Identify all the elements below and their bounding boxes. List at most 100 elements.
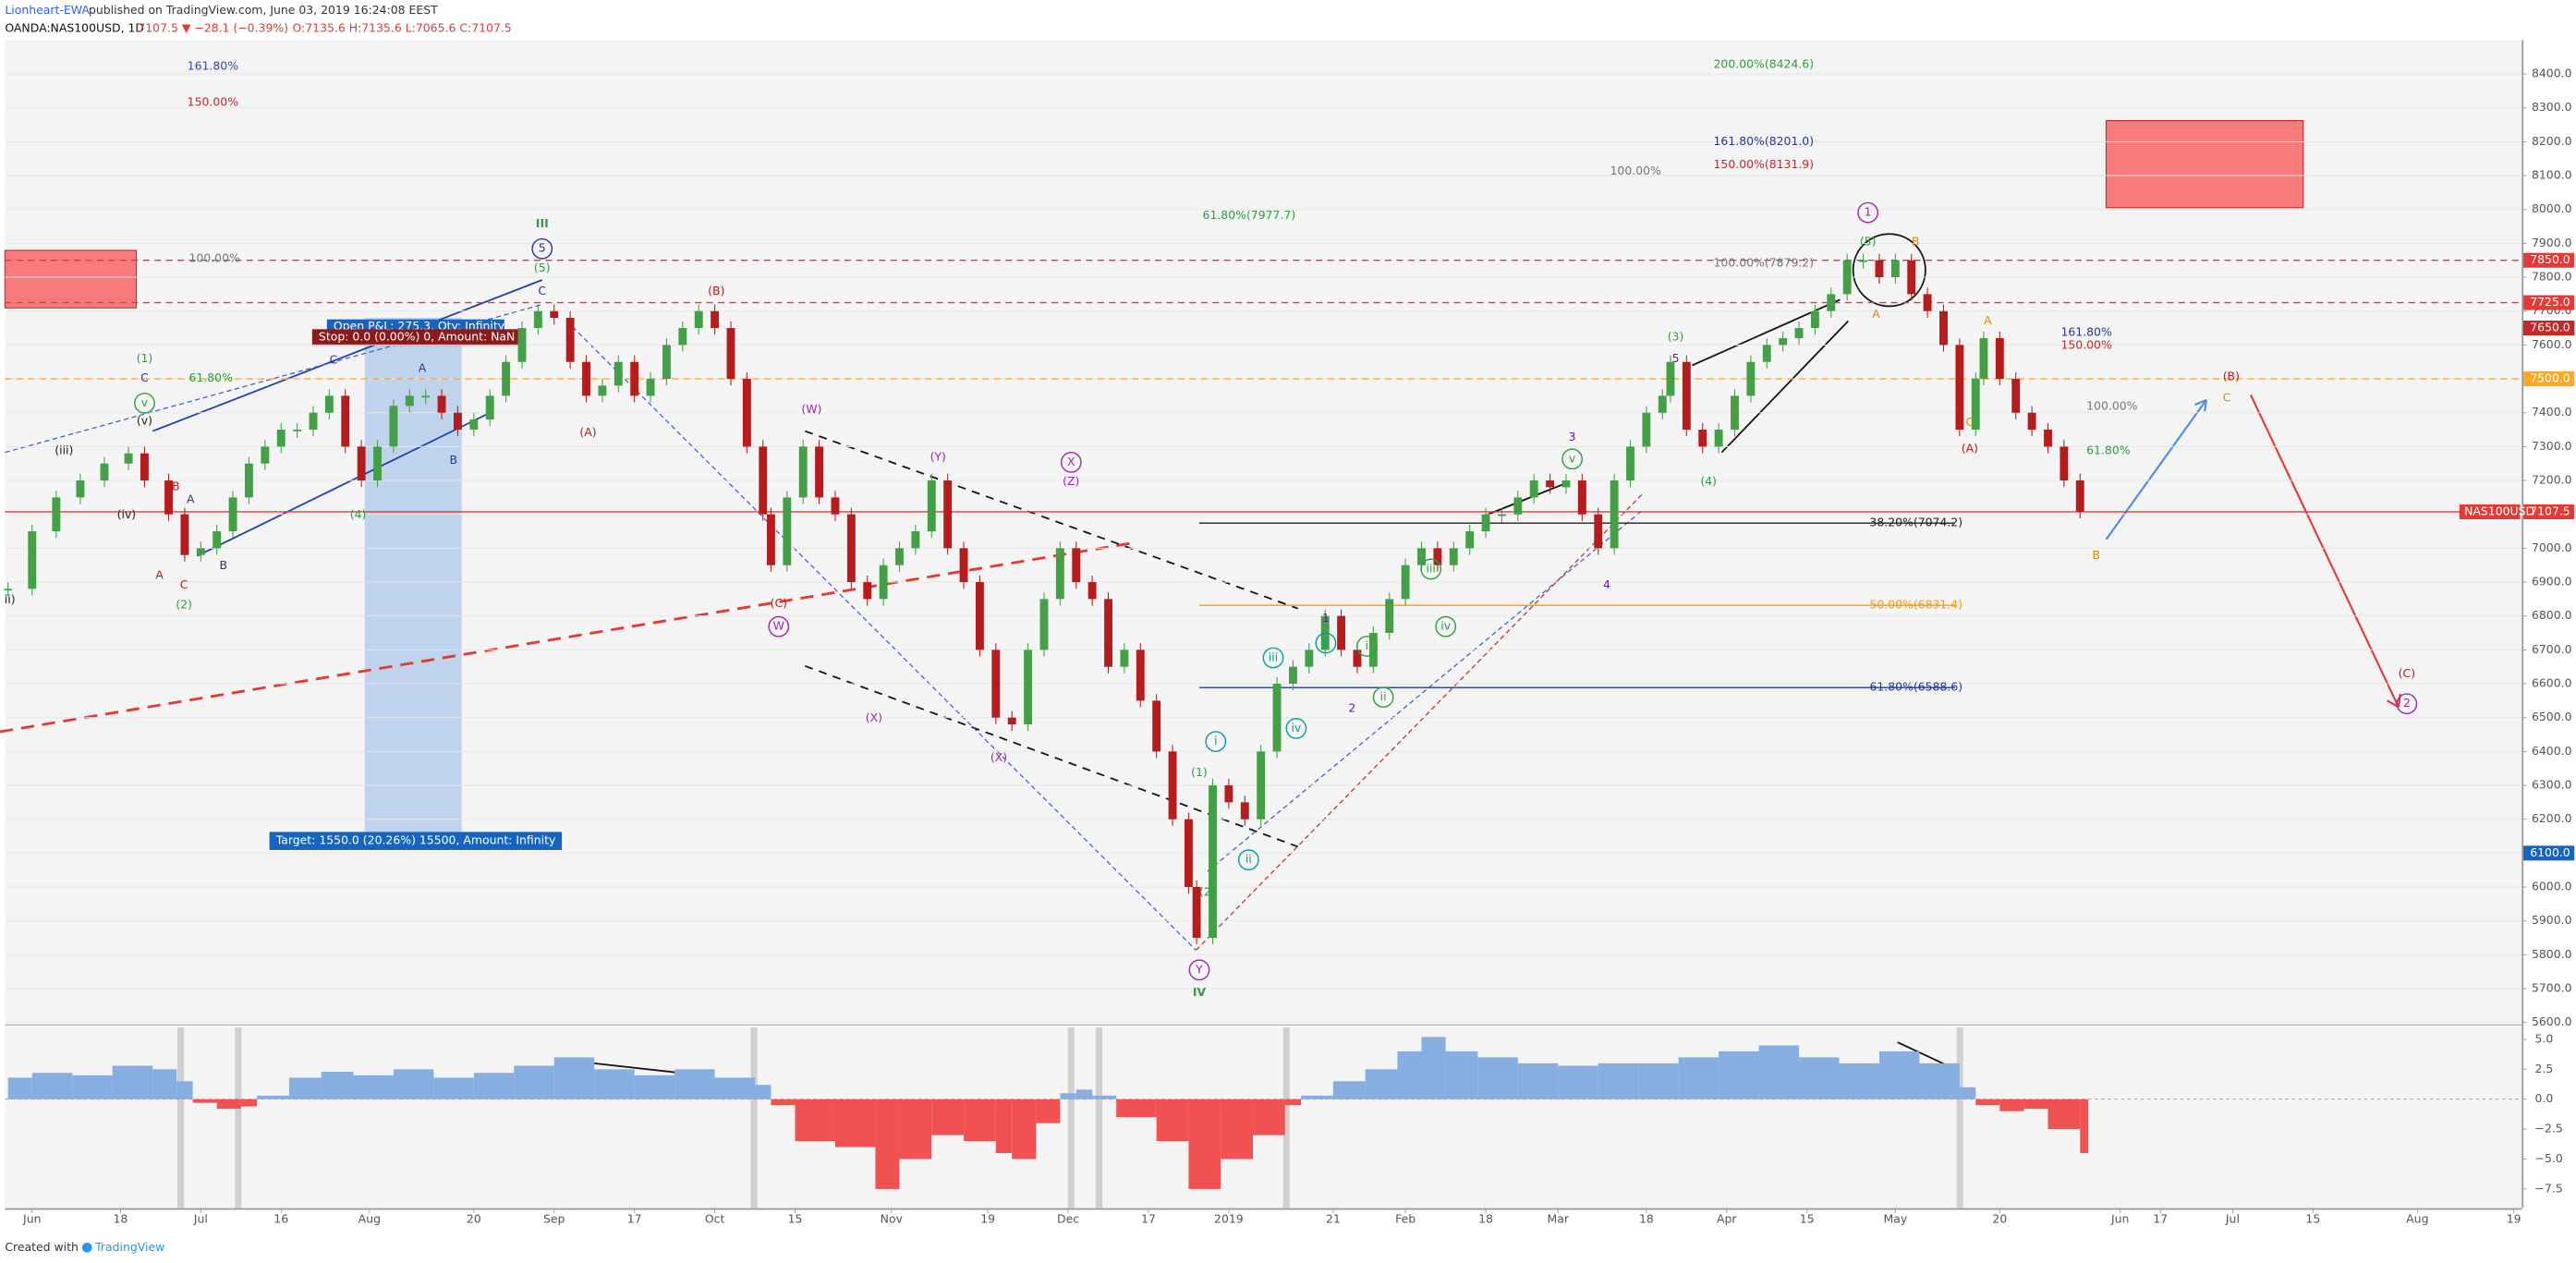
candle — [485, 395, 494, 420]
oscillator-bar — [995, 1099, 1013, 1154]
fib-annotation: 100.00% — [2086, 398, 2138, 412]
candle — [2060, 446, 2069, 481]
candle — [1859, 260, 1868, 262]
candle — [1971, 379, 1980, 431]
candle — [1939, 310, 1948, 346]
wave-label: v — [1322, 635, 1329, 649]
candle — [1433, 548, 1442, 565]
candle — [1401, 565, 1410, 600]
y-tick-label: 7400.0 — [2532, 405, 2572, 419]
x-tick-label: 15 — [1800, 1212, 1815, 1226]
candle — [100, 463, 109, 481]
candle — [646, 379, 655, 396]
zone-box — [2105, 119, 2304, 209]
candle — [1288, 666, 1297, 685]
candle — [1353, 650, 1362, 667]
y-tick-label: 6900.0 — [2532, 575, 2572, 589]
candle — [1240, 802, 1249, 820]
candle — [1497, 514, 1506, 516]
candle — [261, 446, 270, 464]
wave-label: Y — [1195, 962, 1203, 976]
candle — [630, 361, 639, 396]
oscillator-bar — [1092, 1095, 1117, 1099]
stop-label-bg — [311, 329, 519, 346]
y-tick-label: 7300.0 — [2532, 439, 2572, 453]
oscillator-bar — [1397, 1050, 1422, 1099]
oscillator-bar — [72, 1075, 113, 1099]
oscillator-bar — [594, 1069, 635, 1099]
x-tick-label: 16 — [273, 1212, 288, 1226]
y-tick-label: 6300.0 — [2532, 778, 2572, 792]
wave-label: (3) — [1668, 330, 1684, 344]
wave-label: (A) — [579, 425, 596, 439]
wave-label: A — [187, 492, 195, 506]
arrow-head — [2194, 398, 2207, 412]
x-tick-label: 15 — [788, 1212, 803, 1226]
x-tick-label: 21 — [1326, 1212, 1341, 1226]
x-tick-label: Jul — [193, 1212, 208, 1226]
wave-label: (B) — [708, 284, 724, 298]
candle — [1762, 345, 1771, 362]
wave-label: (C) — [771, 596, 787, 610]
trend-line — [1486, 480, 1570, 516]
candle — [1610, 480, 1619, 549]
wave-label: iv — [1440, 619, 1451, 633]
oscillator-bar — [216, 1099, 241, 1110]
candle — [694, 310, 703, 329]
candle — [1577, 480, 1586, 515]
candles — [4, 253, 2084, 945]
candle — [1642, 412, 1651, 447]
fib-annotation: 61.80% — [2086, 443, 2131, 456]
candle — [863, 582, 872, 600]
fib-annotation: 161.80% — [188, 58, 239, 72]
wave-label: A — [419, 361, 427, 375]
candle — [1714, 430, 1723, 447]
wave-label: C — [180, 577, 188, 591]
session-mark — [1095, 1027, 1103, 1208]
oscillator-bar — [1517, 1063, 1559, 1099]
footer-brand: TradingView — [94, 1240, 164, 1254]
candle — [1995, 338, 2004, 380]
price-marker-bg — [2523, 371, 2575, 387]
candle — [1209, 785, 1217, 939]
candle — [196, 548, 205, 555]
candle — [2075, 480, 2084, 512]
fib-label: 61.80%(6588.6) — [1869, 680, 1962, 694]
price-marker-bg — [2523, 321, 2575, 336]
candle — [1368, 633, 1378, 667]
author[interactable]: Lionheart-EWA — [5, 3, 90, 17]
x-tick-label: Aug — [358, 1212, 381, 1226]
wave-label: (2) — [1199, 885, 1216, 899]
candle — [614, 361, 623, 386]
candle — [28, 531, 37, 589]
wave-circle — [1262, 647, 1284, 669]
session-mark — [235, 1027, 242, 1208]
x-tick-label: 17 — [2153, 1212, 2168, 1226]
candle — [1746, 361, 1756, 396]
wave-label: B — [220, 558, 228, 572]
x-tick-label: 2019 — [1214, 1212, 1244, 1226]
wave-label: A — [155, 568, 164, 582]
x-tick-label: Oct — [705, 1212, 725, 1226]
oscillator-bar — [2023, 1099, 2048, 1110]
oscillator-bar — [1878, 1050, 1920, 1099]
wave-circle — [1060, 451, 1082, 473]
candle — [742, 379, 751, 447]
wave-label: (v) — [137, 413, 152, 427]
wave-label: ii — [1380, 689, 1387, 703]
candle — [421, 395, 431, 398]
candle — [228, 497, 237, 532]
price-marker-bg — [2523, 845, 2575, 861]
candle — [726, 328, 735, 380]
wave-label: (X) — [866, 710, 882, 724]
fib-annotation: 150.00%(8131.9) — [1714, 157, 1815, 171]
oscillator-bar — [1975, 1099, 2000, 1106]
candle — [357, 446, 366, 481]
x-tick-label: 18 — [113, 1212, 128, 1226]
candle — [324, 395, 334, 413]
wave-circle — [768, 615, 790, 638]
y-tick-label: −2.5 — [2535, 1122, 2563, 1135]
candle — [959, 548, 968, 583]
x-tick-label: Jul — [2225, 1212, 2240, 1226]
y-tick-label: 2.5 — [2535, 1062, 2554, 1075]
